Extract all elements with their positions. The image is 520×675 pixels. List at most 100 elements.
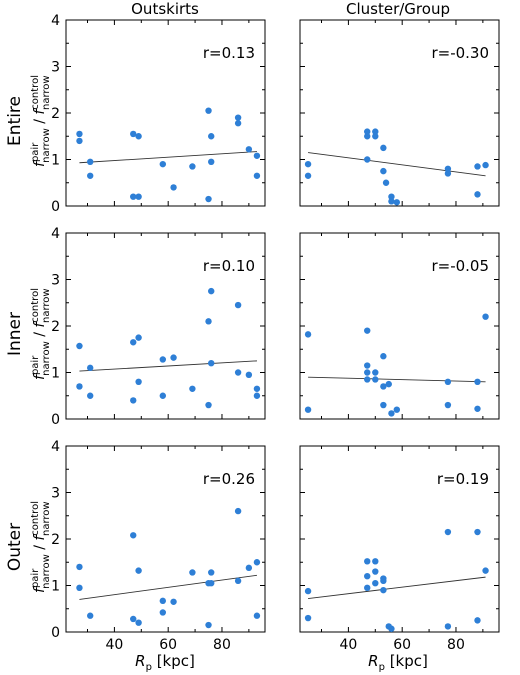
y-tick-label: 3 <box>51 60 60 76</box>
column-title-outskirts: Outskirts <box>131 0 199 18</box>
x-tick-label: 40 <box>339 637 357 653</box>
data-point <box>482 161 489 169</box>
data-point <box>474 378 481 385</box>
column-title-cluster-group: Cluster/Group <box>346 0 450 18</box>
panel-outer-outskirts: 0 1 2 3 4 40 60 80 r=0.26 <box>51 439 266 653</box>
x-axis-label-cluster-group: Rp [kpc] <box>368 652 428 673</box>
y-tick-label: 4 <box>51 439 60 455</box>
data-point <box>372 558 379 565</box>
data-point <box>253 612 261 619</box>
data-point <box>304 160 312 168</box>
data-point <box>380 144 387 152</box>
data-point <box>364 133 371 140</box>
data-point <box>189 385 196 392</box>
data-point <box>234 301 242 309</box>
data-point <box>364 573 371 580</box>
data-point <box>130 532 137 539</box>
x-axis-label-outskirts: Rp [kpc] <box>135 652 195 673</box>
fit-line <box>308 576 486 599</box>
data-point <box>208 158 215 166</box>
x-tick-label: 80 <box>447 637 465 653</box>
data-point <box>135 619 142 626</box>
data-point <box>253 152 261 159</box>
data-point <box>205 318 212 325</box>
data-point <box>159 597 167 605</box>
y-tick-label: 0 <box>51 199 60 215</box>
y-axis-label-inner: fpairnarrow / fcontrolnarrow <box>30 288 52 380</box>
data-point <box>170 354 177 361</box>
y-tick-label: 0 <box>51 625 60 641</box>
data-point <box>135 567 142 574</box>
panel-inner-outskirts: 0 1 2 3 4 r=0.10 <box>51 226 266 428</box>
data-point <box>474 191 481 198</box>
data-point <box>208 287 215 295</box>
data-point <box>380 401 387 409</box>
y-tick-label: 4 <box>51 13 60 29</box>
x-tick-label: 60 <box>159 637 177 653</box>
y-tick-label: 1 <box>51 579 60 595</box>
data-point <box>159 609 167 616</box>
correlation-label: r=-0.05 <box>431 257 489 275</box>
data-point <box>87 364 94 372</box>
data-point <box>135 193 142 200</box>
data-point <box>372 128 379 135</box>
svg-text:fpairnarrow / fcontrolnarrow: fpairnarrow / fcontrolnarrow <box>30 501 52 593</box>
data-point <box>474 163 481 170</box>
data-point <box>444 623 452 630</box>
data-point <box>380 586 387 594</box>
x-tick-label: 80 <box>213 637 231 653</box>
data-point <box>76 137 83 145</box>
correlation-label: r=0.13 <box>203 44 255 62</box>
data-point <box>304 406 312 413</box>
data-point <box>482 567 489 574</box>
data-point <box>364 376 371 383</box>
data-point <box>393 406 401 413</box>
panel-outer-cluster-group: 40 60 80 r=0.19 <box>299 445 500 653</box>
data-point <box>159 392 167 399</box>
data-point <box>208 569 215 576</box>
data-point <box>364 362 371 369</box>
panel-entire-outskirts: 0 1 2 3 4 r=0.13 <box>51 13 266 215</box>
data-point <box>159 160 167 168</box>
data-point <box>245 564 253 572</box>
data-point <box>130 130 137 138</box>
data-point <box>388 193 395 200</box>
fit-line <box>308 376 486 383</box>
data-point <box>245 371 253 379</box>
data-point <box>253 172 261 179</box>
data-point <box>135 133 142 140</box>
data-point <box>372 568 379 575</box>
row-label-entire: Entire <box>5 96 25 146</box>
svg-text:fpairnarrow / fcontrolnarrow: fpairnarrow / fcontrolnarrow <box>30 75 52 167</box>
data-point <box>234 369 242 376</box>
y-tick-label: 2 <box>51 319 60 335</box>
data-point <box>364 584 371 592</box>
data-point <box>170 184 177 191</box>
svg-text:Rp [kpc]: Rp [kpc] <box>368 652 428 673</box>
data-point <box>474 405 481 412</box>
data-point <box>388 198 395 205</box>
data-point <box>364 558 371 565</box>
data-point <box>444 528 452 536</box>
svg-text:fpairnarrow / fcontrolnarrow: fpairnarrow / fcontrolnarrow <box>30 288 52 380</box>
data-point <box>245 146 253 153</box>
data-point <box>87 158 94 166</box>
fit-line <box>79 151 257 164</box>
data-point <box>76 342 83 350</box>
data-point <box>87 612 94 619</box>
fit-line <box>79 574 257 600</box>
data-point <box>304 331 312 338</box>
data-point <box>208 133 215 140</box>
correlation-label: r=0.26 <box>203 470 255 488</box>
data-point <box>444 378 452 385</box>
y-axis-label-outer: fpairnarrow / fcontrolnarrow <box>30 501 52 593</box>
data-point <box>380 167 387 175</box>
data-point <box>444 165 452 172</box>
data-point <box>253 559 261 566</box>
data-point <box>372 579 379 587</box>
data-point <box>205 107 212 114</box>
data-point <box>482 313 489 320</box>
data-point <box>372 376 379 383</box>
correlation-label: r=0.10 <box>203 257 255 275</box>
data-point <box>304 587 312 595</box>
